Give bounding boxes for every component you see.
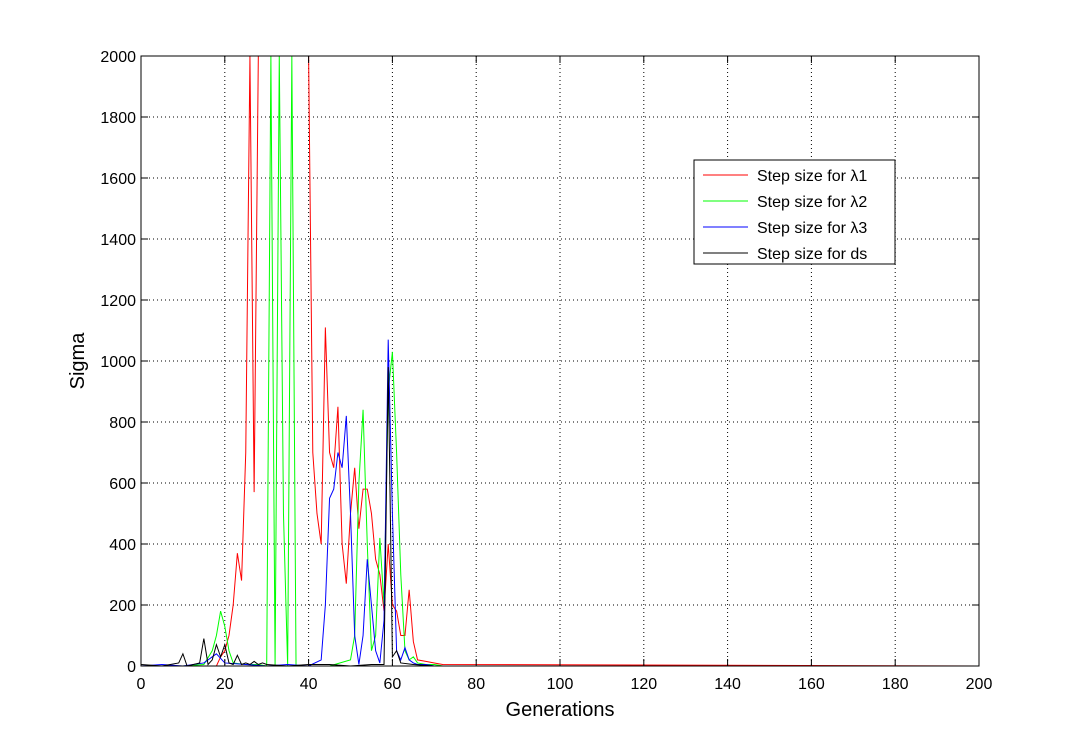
legend-label-4: Step size for ds xyxy=(757,246,867,263)
series-lines xyxy=(141,56,979,666)
y-tick-label: 800 xyxy=(109,415,136,432)
legend-box xyxy=(693,159,896,265)
series-line-2 xyxy=(141,56,979,666)
x-tick-label: 140 xyxy=(714,676,741,693)
legend-label-2: Step size for λ2 xyxy=(757,194,867,211)
axis-ticks: 0 20 40 60 80 100 120 140 160 180 2000200400600800… xyxy=(100,49,992,693)
legend-label-3: Step size for λ3 xyxy=(757,220,867,237)
x-tick-label: 60 xyxy=(384,676,402,693)
x-tick-label: 100 xyxy=(547,676,574,693)
x-tick-label: 40 xyxy=(300,676,318,693)
x-tick-label: 120 xyxy=(630,676,657,693)
y-axis-label: Sigma xyxy=(67,332,89,390)
x-tick-label: 160 xyxy=(798,676,825,693)
y-tick-label: 400 xyxy=(109,537,136,554)
legend-label-1: Step size for λ1 xyxy=(757,168,867,185)
x-tick-label: 180 xyxy=(882,676,909,693)
x-axis-label: Generations xyxy=(506,699,615,721)
y-tick-label: 2000 xyxy=(100,49,136,66)
x-tick-label: 20 xyxy=(216,676,234,693)
y-tick-label: 0 xyxy=(127,659,136,676)
y-tick-label: 600 xyxy=(109,476,136,493)
x-tick-label: 0 xyxy=(137,676,146,693)
grid xyxy=(141,56,979,666)
y-tick-label: 1200 xyxy=(100,293,136,310)
y-tick-label: 1400 xyxy=(100,232,136,249)
x-tick-label: 200 xyxy=(966,676,993,693)
legend: Step size for λ1 Step size for λ2 Step siz… xyxy=(693,159,896,265)
series-line-4 xyxy=(141,367,979,666)
y-tick-label: 1800 xyxy=(100,110,136,127)
x-tick-label: 80 xyxy=(467,676,485,693)
y-tick-label: 1600 xyxy=(100,171,136,188)
y-tick-label: 200 xyxy=(109,598,136,615)
y-tick-label: 1000 xyxy=(100,354,136,371)
